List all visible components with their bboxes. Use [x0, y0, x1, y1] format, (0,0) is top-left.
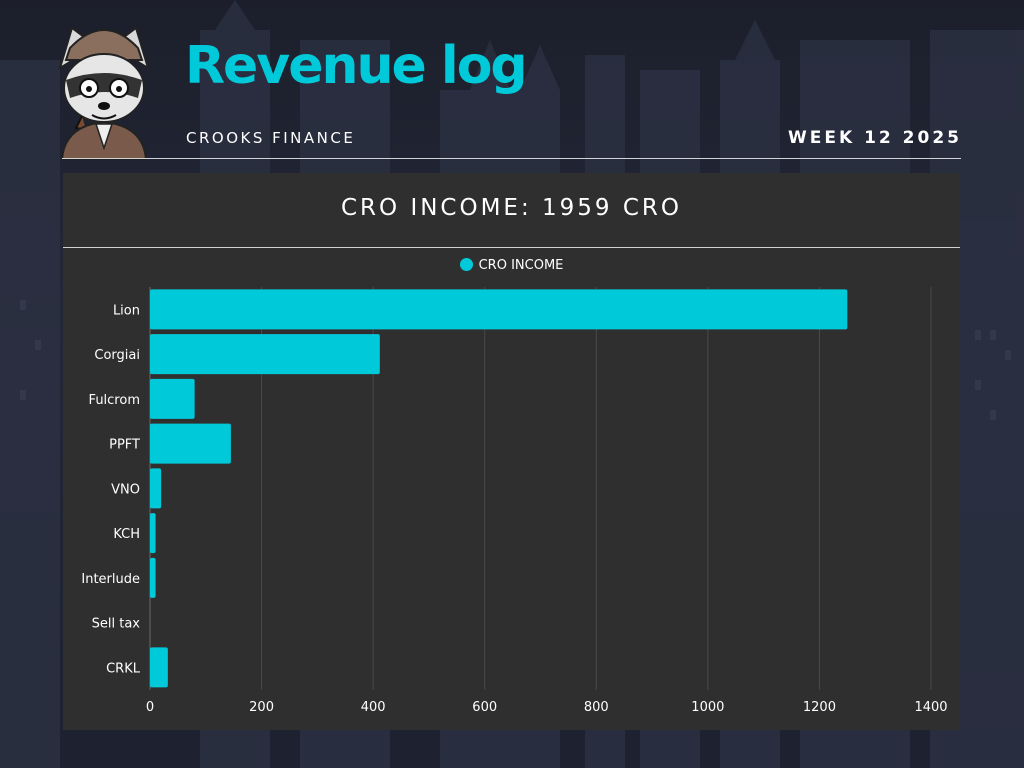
category-label: PPFT [109, 438, 140, 453]
bar-vno [150, 468, 162, 509]
bar-lion [150, 289, 848, 330]
category-label: Sell tax [92, 617, 141, 632]
week-label: WEEK 12 2025 [788, 128, 962, 148]
category-label: Corgiai [94, 348, 140, 363]
bar-corgiai [150, 334, 380, 375]
x-tick-label: 1400 [914, 700, 947, 715]
header-divider [62, 158, 961, 159]
x-tick-label: 0 [146, 700, 154, 715]
legend-swatch [459, 258, 473, 271]
category-label: Interlude [81, 572, 140, 587]
bar-crkl [150, 647, 168, 688]
legend-label: CRO INCOME [478, 258, 564, 273]
category-label: Lion [113, 303, 140, 318]
bar-fulcrom [150, 378, 195, 419]
x-tick-label: 1200 [803, 700, 836, 715]
x-tick-label: 400 [361, 700, 386, 715]
category-label: VNO [111, 482, 140, 497]
brand-name: CROOKS FINANCE [186, 129, 356, 147]
category-label: CRKL [106, 661, 141, 676]
category-labels: Lion Corgiai Fulcrom PPFT VNO KCH Interlude Sel… [81, 303, 140, 676]
x-tick-label: 200 [249, 700, 274, 715]
bars [150, 289, 848, 688]
raccoon-mascot-logo [58, 26, 150, 160]
header: Revenue log CROOKS FINANCE WEEK 12 2025 [0, 0, 1024, 165]
bar-chart: Lion Corgiai Fulcrom PPFT VNO KCH Interlude Sel… [81, 287, 948, 715]
chart-legend: CRO INCOME [63, 258, 960, 273]
x-tick-label: 800 [584, 700, 609, 715]
chart-title-divider [63, 247, 960, 248]
bar-kch [150, 513, 156, 554]
category-label: KCH [113, 527, 140, 542]
category-label: Fulcrom [89, 393, 140, 408]
page-title: Revenue log [185, 36, 528, 96]
chart-panel: CRO INCOME: 1959 CRO CRO INCOME Lion Corg… [63, 173, 960, 730]
bar-interlude [150, 557, 156, 598]
x-tick-label: 600 [472, 700, 497, 715]
bar-ppft [150, 423, 231, 464]
chart-title: CRO INCOME: 1959 CRO [340, 195, 683, 221]
x-tick-label: 1000 [691, 700, 724, 715]
x-axis-ticks: 0 200 400 600 800 1000 1200 1400 [146, 700, 948, 715]
